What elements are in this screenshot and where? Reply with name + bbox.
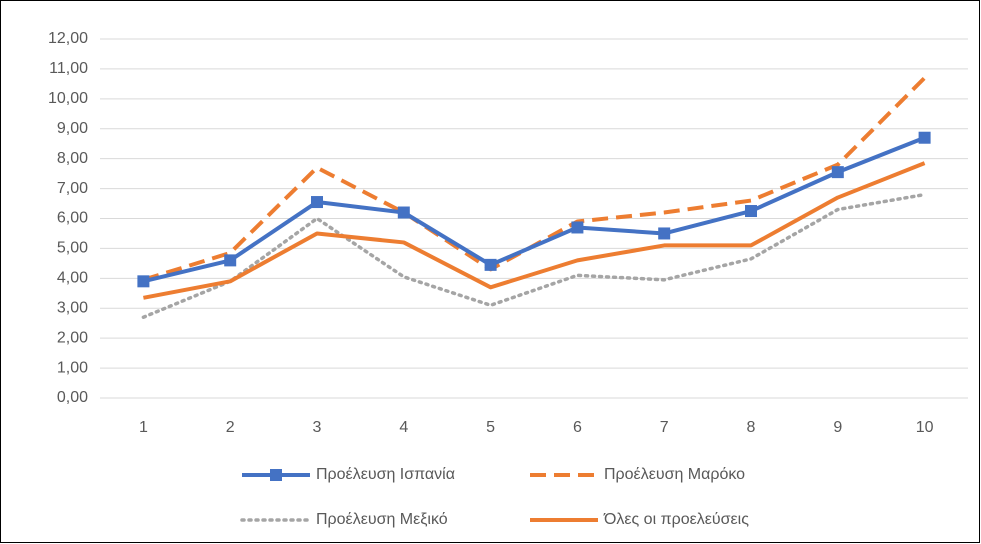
x-tick-label: 9 [833,419,842,436]
marker [918,131,931,144]
x-tick-label: 10 [916,419,934,436]
marker [484,258,497,271]
x-tick-label: 5 [486,419,495,436]
y-tick-label: 5,00 [57,240,88,257]
legend-label: Όλες οι προελεύσεις [603,511,749,528]
x-tick-label: 4 [399,419,408,436]
legend-label: Προέλευση Μεξικό [316,511,448,528]
y-tick-label: 7,00 [57,180,88,197]
legend-marker [270,469,282,481]
y-tick-label: 2,00 [57,329,88,346]
marker [137,275,150,288]
y-tick-label: 12,00 [48,30,88,47]
y-tick-label: 4,00 [57,270,88,287]
y-tick-label: 0,00 [57,389,88,406]
series-line [141,192,927,319]
x-tick-label: 1 [139,419,148,436]
marker [311,196,323,209]
legend-label: Προέλευση Ισπανία [316,466,455,483]
y-tick-label: 11,00 [49,60,88,77]
x-tick-label: 2 [226,419,235,436]
marker [831,166,844,179]
marker [397,206,410,219]
marker [224,254,237,267]
marker [658,227,671,240]
y-tick-label: 9,00 [57,120,88,137]
x-tick-label: 3 [313,419,322,436]
x-tick-label: 6 [573,419,582,436]
y-tick-label: 8,00 [57,150,88,167]
y-tick-label: 6,00 [57,210,88,227]
y-tick-label: 1,00 [57,359,88,376]
x-tick-label: 8 [747,419,756,436]
y-tick-label: 3,00 [57,299,88,316]
series-line [143,161,926,300]
y-tick-label: 10,00 [48,90,88,107]
legend-label: Προέλευση Μαρόκο [604,466,745,483]
marker [745,205,757,218]
marker [571,221,584,234]
x-tick-label: 7 [660,419,669,436]
series-line [142,135,926,284]
